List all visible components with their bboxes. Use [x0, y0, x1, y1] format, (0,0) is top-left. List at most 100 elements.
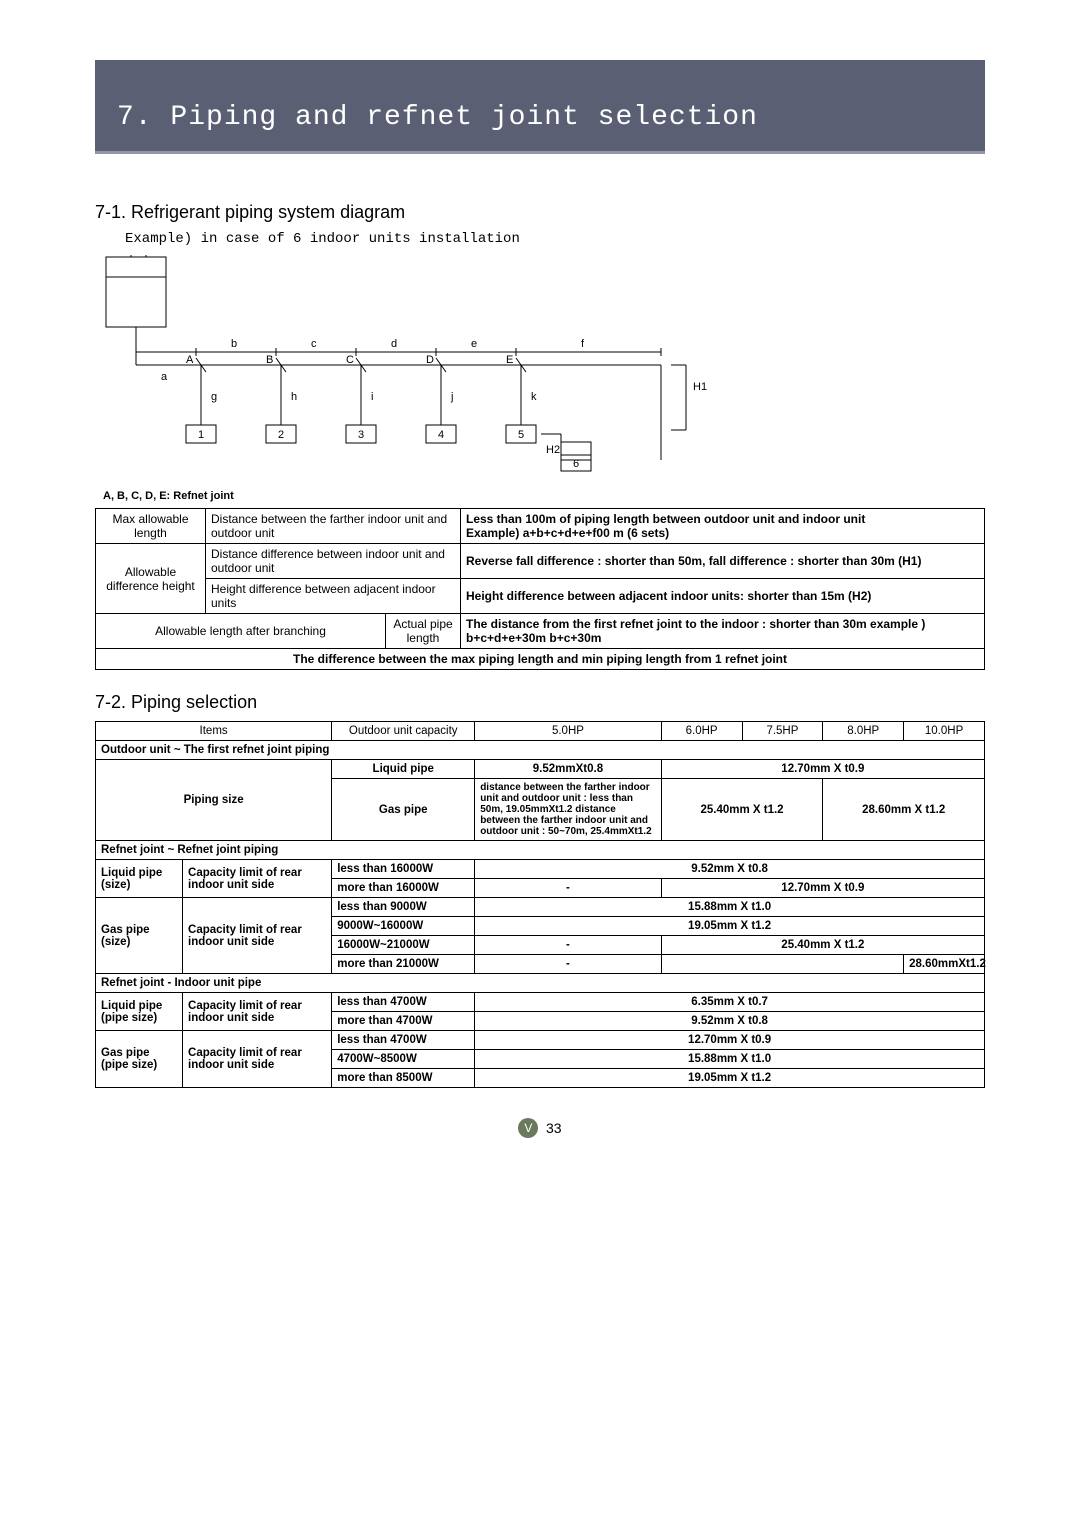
- cell: Gas pipe (size): [96, 898, 183, 974]
- cell: -: [475, 879, 662, 898]
- svg-text:j: j: [450, 391, 453, 403]
- svg-text:B: B: [266, 354, 273, 366]
- svg-text:f: f: [581, 338, 585, 350]
- cell: less than 16000W: [332, 860, 475, 879]
- svg-text:e: e: [471, 338, 477, 350]
- cell: Gas pipe (pipe size): [96, 1031, 183, 1088]
- group-header: Refnet joint ~ Refnet joint piping: [96, 841, 985, 860]
- cell: more than 4700W: [332, 1012, 475, 1031]
- cell: 28.60mm X t1.2: [823, 779, 985, 841]
- cell: Reverse fall difference : shorter than 5…: [461, 544, 985, 579]
- svg-text:H2: H2: [546, 444, 560, 456]
- svg-text:D: D: [426, 354, 434, 366]
- page-number: 33: [546, 1120, 562, 1136]
- cell: less than 9000W: [332, 898, 475, 917]
- refnet-joint-note: A, B, C, D, E: Refnet joint: [103, 490, 985, 502]
- section-title: 7-1. Refrigerant piping system diagram: [95, 202, 985, 223]
- cell: Outdoor unit capacity: [332, 722, 475, 741]
- svg-text:k: k: [531, 391, 537, 403]
- cell: Liquid pipe (pipe size): [96, 993, 183, 1031]
- svg-text:H1: H1: [693, 381, 707, 393]
- cell: Less than 100m of piping length between …: [461, 509, 985, 544]
- svg-text:5: 5: [518, 429, 524, 441]
- cell: Distance between the farther indoor unit…: [206, 509, 461, 544]
- cell: 15.88mm X t1.0: [475, 1050, 985, 1069]
- cell: 9.52mm X t0.8: [475, 860, 985, 879]
- svg-text:E: E: [506, 354, 513, 366]
- cell: 4700W~8500W: [332, 1050, 475, 1069]
- cell: Liquid pipe (size): [96, 860, 183, 898]
- cell: 19.05mm X t1.2: [475, 917, 985, 936]
- svg-text:2: 2: [278, 429, 284, 441]
- cell: Max allowable length: [96, 509, 206, 544]
- svg-text:3: 3: [358, 429, 364, 441]
- cell: 6.35mm X t0.7: [475, 993, 985, 1012]
- cell: less than 4700W: [332, 1031, 475, 1050]
- cell: -: [475, 936, 662, 955]
- cell: The difference between the max piping le…: [96, 649, 985, 670]
- cell: Allowable difference height: [96, 544, 206, 614]
- cell: Height difference between adjacent indoo…: [461, 579, 985, 614]
- cell: 10.0HP: [904, 722, 985, 741]
- cell: 12.70mm X t0.9: [661, 760, 984, 779]
- cell: 9000W~16000W: [332, 917, 475, 936]
- cell: 9.52mm X t0.8: [475, 1012, 985, 1031]
- footer-circle: V: [518, 1118, 538, 1138]
- cell: less than 4700W: [332, 993, 475, 1012]
- spec-table-7-1: Max allowable length Distance between th…: [95, 508, 985, 670]
- piping-diagram: a bc de f AB CD E gh ij k 12 34 56 H1 H2: [101, 255, 985, 478]
- cell: 6.0HP: [661, 722, 742, 741]
- cell: 5.0HP: [475, 722, 662, 741]
- cell: more than 21000W: [332, 955, 475, 974]
- example-text: Example) in case of 6 indoor units insta…: [125, 231, 985, 247]
- svg-text:b: b: [231, 338, 237, 350]
- svg-text:c: c: [311, 338, 317, 350]
- cell: 8.0HP: [823, 722, 904, 741]
- section-7-1: 7-1. Refrigerant piping system diagram E…: [95, 202, 985, 670]
- svg-text:6: 6: [573, 458, 579, 470]
- cell: 7.5HP: [742, 722, 823, 741]
- svg-text:g: g: [211, 391, 217, 403]
- svg-text:1: 1: [198, 429, 204, 441]
- svg-text:A: A: [186, 354, 194, 366]
- cell: 9.52mmXt0.8: [475, 760, 662, 779]
- cell: Piping size: [96, 760, 332, 841]
- cell: 28.60mmXt1.2: [904, 955, 985, 974]
- svg-text:C: C: [346, 354, 354, 366]
- cell: 25.40mm X t1.2: [661, 779, 823, 841]
- cell: The distance from the first refnet joint…: [461, 614, 985, 649]
- cell: Capacity limit of rear indoor unit side: [183, 993, 332, 1031]
- cell: Distance difference between indoor unit …: [206, 544, 461, 579]
- cell: more than 16000W: [332, 879, 475, 898]
- section-title: 7-2. Piping selection: [95, 692, 985, 713]
- cell: Gas pipe: [332, 779, 475, 841]
- cell: Actual pipe length: [386, 614, 461, 649]
- cell: distance between the farther indoor unit…: [475, 779, 662, 841]
- section-7-2: 7-2. Piping selection Items Outdoor unit…: [95, 692, 985, 1088]
- cell: 12.70mm X t0.9: [475, 1031, 985, 1050]
- cell: Allowable length after branching: [96, 614, 386, 649]
- text: Less than 100m of piping length between …: [466, 512, 865, 526]
- page-footer: V 33: [95, 1118, 985, 1138]
- chapter-banner: 7. Piping and refnet joint selection: [95, 60, 985, 154]
- piping-diagram-svg: a bc de f AB CD E gh ij k 12 34 56 H1 H2: [101, 255, 831, 475]
- cell: 16000W~21000W: [332, 936, 475, 955]
- cell: more than 8500W: [332, 1069, 475, 1088]
- cell: -: [475, 955, 662, 974]
- cell: Capacity limit of rear indoor unit side: [183, 1031, 332, 1088]
- group-header: Outdoor unit ~ The first refnet joint pi…: [96, 741, 985, 760]
- group-header: Refnet joint - Indoor unit pipe: [96, 974, 985, 993]
- cell: [661, 955, 903, 974]
- svg-text:4: 4: [438, 429, 444, 441]
- svg-text:h: h: [291, 391, 297, 403]
- piping-selection-table: Items Outdoor unit capacity 5.0HP 6.0HP …: [95, 721, 985, 1088]
- text: Example) a+b+c+d+e+f00 m (6 sets): [466, 526, 669, 540]
- cell: 19.05mm X t1.2: [475, 1069, 985, 1088]
- cell: Height difference between adjacent indoo…: [206, 579, 461, 614]
- cell: 12.70mm X t0.9: [661, 879, 984, 898]
- chapter-title: 7. Piping and refnet joint selection: [117, 102, 963, 133]
- svg-text:d: d: [391, 338, 397, 350]
- cell: Items: [96, 722, 332, 741]
- cell: Liquid pipe: [332, 760, 475, 779]
- svg-text:i: i: [371, 391, 373, 403]
